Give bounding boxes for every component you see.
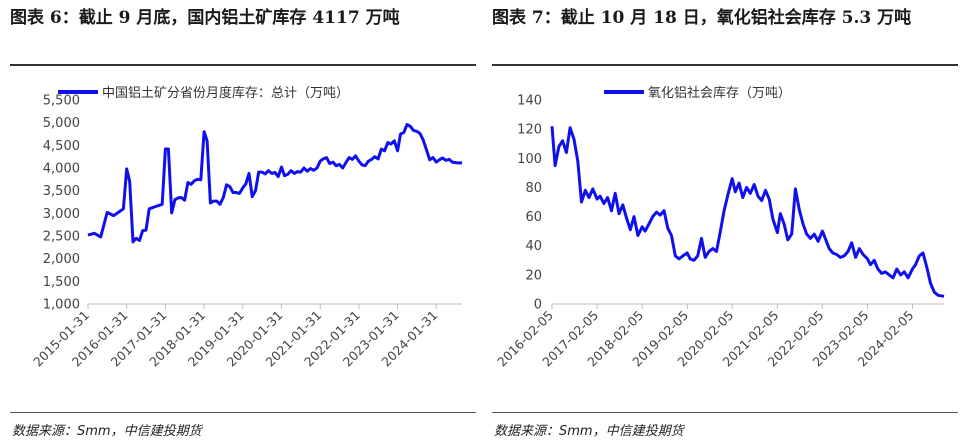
figure-title: 图表 6：截止 9 月底，国内铝土矿库存 4117 万吨 <box>10 8 400 28</box>
y-tick-label: 20 <box>525 268 542 283</box>
y-tick-label: 140 <box>517 94 542 109</box>
y-tick-label: 5,000 <box>43 116 80 131</box>
y-tick-label: 4,500 <box>43 139 80 154</box>
y-tick-label: 40 <box>525 239 542 254</box>
chart-panel-right: 图表 7：截止 10 月 18 日，氧化铝社会库存 5.3 万吨 0 20 40 60… <box>492 0 968 444</box>
y-tick-label: 100 <box>517 152 542 167</box>
y-tick-label: 4,000 <box>43 162 80 177</box>
y-tick-label: 5,500 <box>43 94 80 109</box>
y-tick-label: 80 <box>525 181 542 196</box>
y-tick-label: 0 <box>534 298 542 313</box>
y-tick-label: 2,500 <box>43 230 80 245</box>
y-tick-label: 3,500 <box>43 184 80 199</box>
figure-title: 图表 7：截止 10 月 18 日，氧化铝社会库存 5.3 万吨 <box>492 8 912 28</box>
series-line <box>87 123 463 244</box>
y-tick-label: 1,500 <box>43 275 80 290</box>
y-tick-label: 60 <box>525 210 542 225</box>
source-rule <box>492 412 958 413</box>
source-note: 数据来源：Smm，中信建投期货 <box>494 424 684 439</box>
title-rule <box>10 64 476 66</box>
legend-label: 氧化铝社会库存（万吨） <box>648 85 791 101</box>
source-rule <box>10 412 476 413</box>
title-rule <box>492 64 958 66</box>
y-tick-label: 3,000 <box>43 207 80 222</box>
chart-panel-left: 图表 6：截止 9 月底，国内铝土矿库存 4117 万吨 1,000 1,500 2… <box>10 0 486 444</box>
y-tick-label: 2,000 <box>43 252 80 267</box>
series-line <box>550 126 945 298</box>
y-tick-label: 1,000 <box>43 298 80 313</box>
legend-label: 中国铝土矿分省份月度库存：总计（万吨） <box>102 85 349 101</box>
line-chart-bauxite-inventory: 1,000 1,500 2,000 2,500 3,000 3,500 4,000 4,500… <box>30 85 463 369</box>
source-note: 数据来源：Smm，中信建投期货 <box>12 424 202 439</box>
y-tick-label: 120 <box>517 123 542 138</box>
line-chart-alumina-inventory: 0204060801001201402016-02-052017-02-0520… <box>494 85 945 369</box>
